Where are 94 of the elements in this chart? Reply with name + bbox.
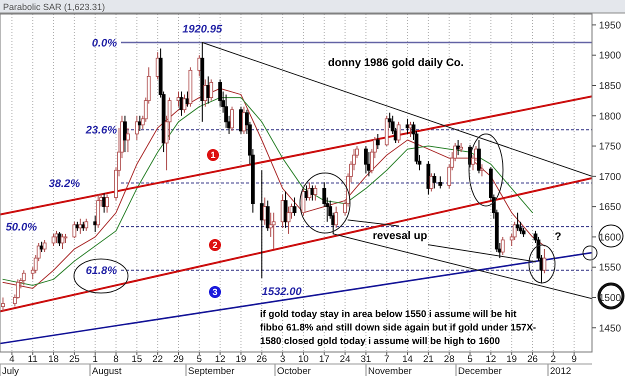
x-tick-label: 8 — [113, 354, 119, 365]
candlestick — [429, 172, 434, 192]
x-tick-label: 2 — [550, 354, 556, 365]
x-tick-label: 9 — [572, 354, 577, 365]
x-tick-label: 17 — [318, 354, 330, 365]
x-tick-label: 5 — [467, 354, 473, 365]
candlestick — [42, 239, 47, 253]
annotation: 50.0% — [6, 221, 38, 234]
y-tick-label: 1550 — [598, 262, 622, 274]
x-tick-label: 10 — [298, 354, 309, 365]
x-tick-label: 3 — [280, 354, 286, 365]
annotation: donny 1986 gold daily Co. — [328, 57, 464, 69]
y-tick-label: 1950 — [598, 20, 622, 32]
annotation: 1532.00 — [262, 286, 303, 298]
y-tick-label: 1450 — [598, 323, 622, 334]
y-tick-label: 1600 — [598, 232, 622, 244]
candlestick — [477, 139, 481, 174]
candlestick — [134, 115, 139, 140]
text: October — [277, 366, 311, 376]
candlestick — [105, 194, 109, 214]
y-tick-label: 1850 — [598, 80, 622, 92]
x-tick-label: 26 — [527, 354, 538, 365]
annotation: 3 — [212, 287, 218, 298]
candlestick — [459, 142, 464, 153]
y-tick-label: 1750 — [598, 142, 622, 153]
x-tick-label: 7 — [384, 354, 390, 365]
x-tick-label: 18 — [48, 354, 59, 365]
x-tick-label: 22 — [152, 354, 163, 365]
annotation: 1 — [210, 150, 216, 160]
annotation: revesal up — [372, 230, 428, 242]
text: Parabolic SAR (1,623.31) — [3, 2, 106, 12]
candlestick — [292, 197, 296, 216]
x-tick-label: 19 — [506, 354, 517, 365]
candlestick — [364, 146, 368, 174]
annotation: 38.2% — [48, 178, 80, 190]
candlestick — [182, 94, 186, 114]
candlestick — [60, 233, 64, 250]
annotation: 0.0% — [92, 37, 118, 50]
x-tick-label: 24 — [340, 354, 350, 365]
candlestick — [376, 133, 380, 150]
text: July — [2, 366, 20, 376]
x-tick-label: 5 — [196, 354, 202, 365]
candlestick — [396, 121, 401, 144]
y-tick-label: 1700 — [598, 172, 622, 183]
x-tick-label: 21 — [423, 354, 434, 365]
x-tick-label: 25 — [69, 354, 80, 365]
text: December — [458, 366, 502, 376]
candlestick — [432, 172, 436, 189]
x-tick-label: 14 — [402, 354, 413, 365]
x-tick-label: 12 — [214, 354, 226, 365]
candlestick — [52, 233, 56, 246]
candlestick — [480, 164, 484, 177]
annotation: 1920.95 — [182, 24, 224, 36]
candlestick — [284, 190, 288, 228]
candlestick — [313, 184, 318, 202]
candlestick — [516, 212, 520, 232]
annotation: 61.8% — [86, 265, 118, 278]
x-tick-label: 31 — [360, 354, 372, 365]
candlestick — [126, 127, 130, 153]
candlestick — [542, 248, 546, 274]
candlestick — [286, 206, 290, 234]
candlestick — [64, 233, 68, 244]
candlestick — [230, 106, 234, 132]
candlestick — [209, 78, 214, 102]
annotation: if gold today stay in area below 1550 i assume will be hit fibbo 61.8% and still down side again but if gold under 157X- 1580 closed gold today i assume will be high to 1600 — [260, 309, 536, 347]
candlestick — [123, 115, 127, 153]
y-tick-label: 1500 — [598, 292, 622, 304]
candlestick — [22, 270, 26, 286]
candlestick — [456, 139, 460, 156]
text: November — [368, 366, 412, 376]
candlestick — [334, 206, 338, 228]
y-tick-label: 1900 — [598, 50, 622, 62]
x-tick-label: 12 — [486, 354, 496, 365]
candlestick — [438, 176, 442, 189]
x-tick-label: 15 — [132, 354, 142, 365]
annotation: 23.6% — [84, 124, 118, 137]
text: September — [188, 366, 234, 376]
candlestick — [266, 200, 270, 232]
text: August — [92, 366, 122, 376]
candlestick — [72, 221, 76, 239]
x-tick-label: 29 — [173, 354, 184, 365]
annotation: ? — [554, 231, 562, 243]
x-tick-label: 11 — [28, 354, 38, 365]
x-tick-label: 26 — [256, 354, 268, 365]
x-tick-label: 19 — [236, 354, 246, 365]
candlestick — [500, 236, 505, 256]
annotation: 2 — [212, 240, 218, 250]
x-tick-label: 4 — [9, 354, 15, 365]
candlestick — [302, 188, 306, 216]
x-tick-label: 1 — [92, 354, 98, 365]
x-tick-label: 28 — [444, 354, 454, 365]
y-tick-label: 1650 — [598, 202, 622, 214]
y-tick-label: 1800 — [598, 111, 622, 122]
text: 2012 — [550, 366, 572, 376]
